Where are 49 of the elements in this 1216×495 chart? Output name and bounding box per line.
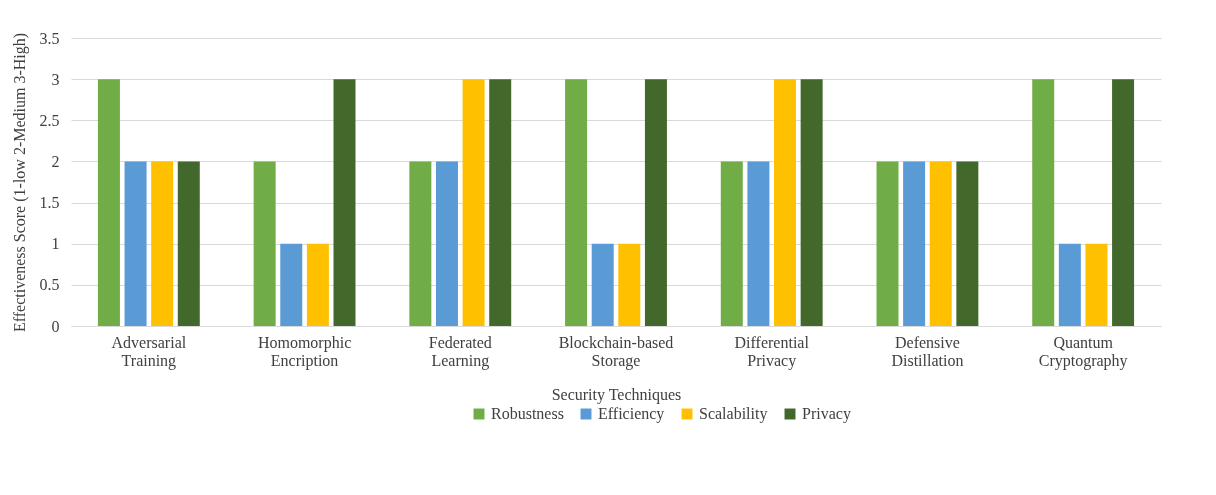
bar (1112, 79, 1135, 326)
bar (644, 79, 667, 326)
bar (929, 161, 952, 326)
bar (1085, 243, 1108, 326)
bar (565, 79, 588, 326)
bar (333, 79, 356, 326)
bar (97, 79, 120, 326)
bar (591, 243, 614, 326)
bar (489, 79, 512, 326)
y-tick-label: 0.5 (39, 276, 60, 294)
bar (124, 161, 147, 326)
y-tick-label: 2.5 (39, 111, 60, 129)
x-tick-label: Quantum Cryptography (1038, 333, 1128, 370)
bar (720, 161, 743, 326)
x-tick-label: Homomorphic Encription (257, 333, 352, 370)
bar (876, 161, 899, 326)
y-tick-label: 1.5 (39, 194, 60, 212)
bar (1058, 243, 1081, 326)
y-axis-title: Effectiveness Score (1-low 2-Medium 3-High) (10, 32, 29, 333)
y-tick-label: 3 (51, 70, 60, 88)
bar (747, 161, 770, 326)
bar (435, 161, 458, 326)
y-tick-label: 2 (51, 152, 60, 170)
x-tick-label: Defensive Distillation (891, 333, 964, 369)
legend-label: Efficiency (598, 405, 665, 423)
bar (1032, 79, 1055, 326)
y-tick-label: 1 (51, 235, 60, 253)
legend-label: Robustness (491, 405, 564, 422)
bar (409, 161, 432, 326)
x-axis-title: Security Techniques (551, 385, 682, 404)
bar (774, 79, 797, 326)
bar (177, 161, 200, 326)
bar (800, 79, 823, 326)
bar (903, 161, 926, 326)
bar (462, 79, 485, 326)
bar (253, 161, 276, 326)
legend-label: Privacy (802, 405, 851, 423)
y-tick-label: 0 (51, 317, 60, 335)
x-tick-label: Federated Learning (428, 333, 492, 370)
y-tick-label: 3.5 (39, 29, 60, 47)
bar (280, 243, 303, 326)
bar (956, 161, 979, 326)
x-tick-label: Blockchain-based Storage (558, 333, 674, 370)
bar (151, 161, 174, 326)
bar (618, 243, 641, 326)
x-tick-label: Adversarial Training (111, 333, 187, 370)
legend-label: Scalability (699, 405, 768, 423)
x-tick-label: Differential Privacy (734, 333, 810, 370)
bar (306, 243, 329, 326)
